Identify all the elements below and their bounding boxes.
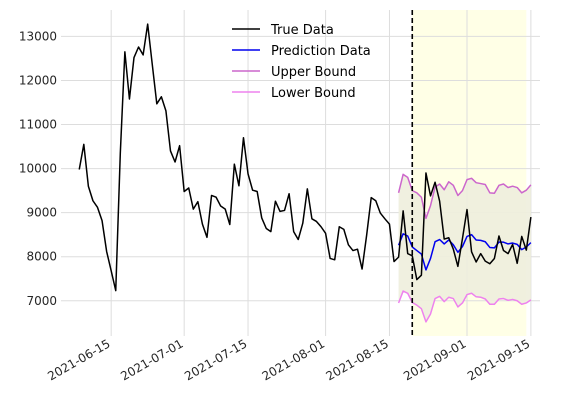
y-tick-label: 13000 — [19, 29, 57, 43]
legend-label: Prediction Data — [271, 44, 371, 59]
y-tick-label: 9000 — [26, 206, 57, 220]
x-tick-label: 2021-09-15 — [465, 336, 532, 383]
legend-item-upper-bound: Upper Bound — [232, 65, 356, 80]
series-line-prediction-data — [397, 233, 532, 271]
legend: True Data Prediction Data Upper Bound Lower… — [232, 23, 371, 101]
confidence-band — [398, 174, 531, 322]
y-tick-label: 10000 — [19, 162, 57, 176]
series-line-lower-bound — [397, 290, 532, 323]
series-layer — [78, 23, 532, 323]
legend-item-prediction-data: Prediction Data — [232, 44, 371, 59]
legend-item-lower-bound: Lower Bound — [232, 86, 356, 101]
y-tick-label: 8000 — [26, 250, 57, 264]
legend-label: Upper Bound — [271, 65, 356, 80]
x-tick-label: 2021-09-01 — [401, 336, 468, 383]
series-line-upper-bound — [397, 173, 532, 220]
confidence-band-layer — [398, 174, 531, 322]
legend-item-true-data: True Data — [232, 23, 334, 38]
x-tick-label: 2021-07-15 — [182, 336, 249, 383]
legend-label: True Data — [270, 23, 334, 38]
y-tick-label: 12000 — [19, 73, 57, 87]
y-tick-label: 7000 — [26, 294, 57, 308]
y-tick-label: 11000 — [19, 118, 57, 132]
x-tick-label: 2021-08-01 — [260, 336, 327, 383]
x-tick-label: 2021-07-01 — [118, 336, 185, 383]
x-tick-label: 2021-06-15 — [45, 336, 112, 383]
y-tick-labels: 7000 8000 9000 10000 11000 12000 13000 — [19, 29, 57, 307]
x-tick-label: 2021-08-15 — [324, 336, 391, 383]
series-line-true-data — [78, 23, 532, 292]
legend-label: Lower Bound — [271, 86, 356, 101]
